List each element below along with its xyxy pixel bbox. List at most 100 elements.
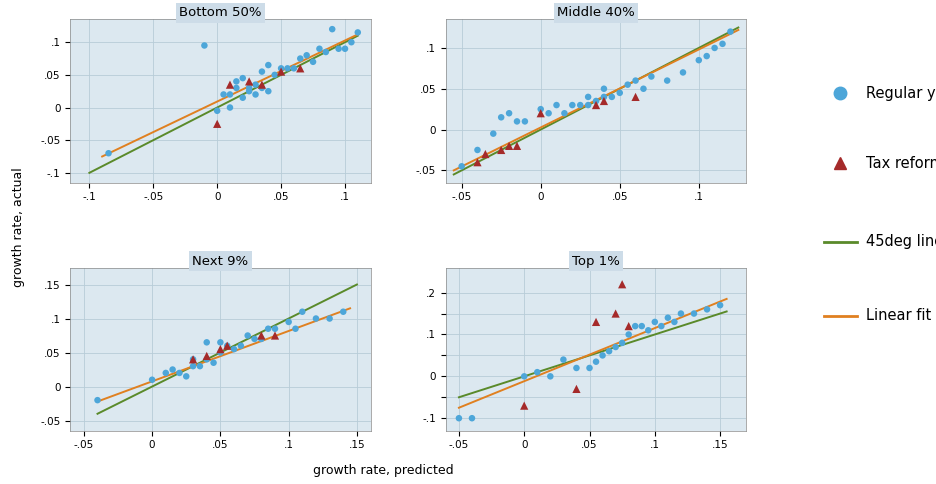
Point bbox=[676, 69, 691, 76]
Point bbox=[312, 45, 327, 53]
Point bbox=[212, 338, 227, 346]
Point bbox=[582, 364, 597, 372]
Point bbox=[509, 142, 524, 150]
Point bbox=[309, 315, 324, 322]
Point bbox=[596, 93, 611, 101]
Point bbox=[229, 77, 244, 85]
Point bbox=[179, 373, 194, 380]
Point bbox=[636, 85, 651, 92]
Point bbox=[723, 28, 738, 35]
Point bbox=[478, 150, 493, 158]
Point bbox=[255, 68, 270, 76]
Point bbox=[280, 64, 295, 72]
Point bbox=[699, 305, 714, 313]
Point bbox=[223, 91, 238, 98]
Point bbox=[172, 369, 187, 377]
Point bbox=[223, 81, 238, 89]
Point bbox=[247, 335, 262, 343]
Point bbox=[534, 106, 548, 113]
Point bbox=[322, 315, 337, 322]
Point bbox=[589, 97, 604, 105]
Point bbox=[273, 64, 288, 72]
Point bbox=[580, 101, 595, 109]
Point bbox=[197, 42, 212, 49]
Point bbox=[90, 396, 105, 404]
Point bbox=[580, 93, 595, 101]
Point bbox=[185, 362, 200, 370]
Point bbox=[615, 339, 630, 347]
Point bbox=[235, 94, 250, 102]
Point bbox=[715, 40, 730, 48]
Point bbox=[605, 93, 620, 101]
Point bbox=[454, 163, 469, 170]
Point bbox=[199, 355, 214, 363]
Point bbox=[661, 314, 676, 321]
Point bbox=[564, 101, 579, 109]
Point bbox=[212, 348, 227, 356]
Point bbox=[305, 58, 320, 66]
Point bbox=[518, 118, 533, 125]
Point bbox=[268, 325, 283, 333]
Point bbox=[216, 91, 231, 98]
Point bbox=[502, 142, 517, 150]
Point bbox=[699, 52, 714, 60]
Point bbox=[622, 331, 636, 338]
Point bbox=[338, 45, 353, 53]
Point bbox=[206, 359, 221, 366]
Text: growth rate, actual: growth rate, actual bbox=[12, 167, 25, 287]
Point bbox=[212, 345, 227, 353]
Point bbox=[185, 355, 200, 363]
Point bbox=[654, 322, 669, 330]
Point bbox=[589, 318, 604, 326]
Point bbox=[199, 352, 214, 360]
Point bbox=[602, 348, 617, 355]
Point bbox=[267, 71, 282, 79]
Point bbox=[350, 29, 365, 36]
Point bbox=[556, 356, 571, 363]
Point bbox=[502, 109, 517, 117]
Point bbox=[254, 335, 269, 343]
Text: Linear fit: Linear fit bbox=[866, 308, 931, 323]
Point bbox=[641, 326, 656, 334]
Point bbox=[509, 118, 524, 125]
Point bbox=[235, 74, 250, 82]
Point bbox=[318, 48, 333, 56]
Point bbox=[596, 85, 611, 92]
Point bbox=[158, 369, 173, 377]
Point bbox=[557, 109, 572, 117]
Point bbox=[493, 113, 508, 121]
Point bbox=[596, 97, 611, 105]
Title: Middle 40%: Middle 40% bbox=[557, 6, 635, 19]
Point bbox=[248, 81, 263, 89]
Point bbox=[295, 308, 310, 316]
Point bbox=[589, 101, 604, 109]
Point bbox=[229, 84, 244, 92]
Point bbox=[293, 64, 308, 72]
Point bbox=[241, 84, 256, 92]
Point bbox=[712, 302, 727, 309]
Point bbox=[549, 101, 564, 109]
Point bbox=[268, 332, 283, 339]
Point bbox=[210, 107, 225, 115]
Title: Top 1%: Top 1% bbox=[572, 255, 620, 268]
Point bbox=[165, 366, 180, 374]
Point bbox=[344, 38, 358, 46]
Point bbox=[628, 93, 643, 101]
Point bbox=[543, 373, 558, 380]
Point bbox=[569, 364, 584, 372]
Point bbox=[612, 89, 627, 97]
Point bbox=[220, 342, 235, 349]
Point bbox=[541, 109, 556, 117]
Point bbox=[185, 355, 200, 363]
Point bbox=[261, 325, 276, 333]
Point bbox=[573, 101, 588, 109]
Point bbox=[464, 414, 479, 422]
Point bbox=[281, 318, 296, 326]
Point bbox=[486, 130, 501, 137]
Point bbox=[493, 146, 508, 154]
Point bbox=[227, 345, 241, 353]
Point bbox=[534, 109, 548, 117]
Point bbox=[241, 87, 256, 95]
Point bbox=[628, 322, 643, 330]
Point bbox=[608, 310, 623, 318]
